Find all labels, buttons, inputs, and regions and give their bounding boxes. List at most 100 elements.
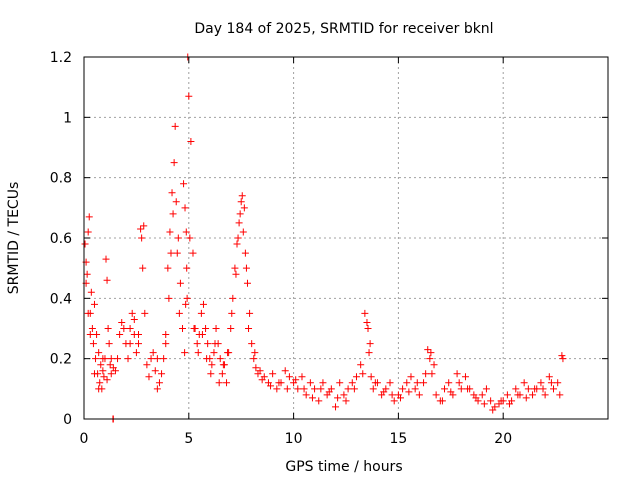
data-point <box>529 391 537 399</box>
data-point <box>83 270 91 278</box>
data-point <box>252 364 260 372</box>
data-point <box>132 349 140 357</box>
data-point <box>175 309 183 317</box>
data-point <box>461 373 469 381</box>
data-point <box>340 391 348 399</box>
data-point <box>171 122 179 130</box>
data-point <box>457 385 465 393</box>
data-point <box>388 391 396 399</box>
data-point <box>237 198 245 206</box>
data-point <box>183 264 191 272</box>
y-tick-label: 0.4 <box>50 291 72 307</box>
data-point <box>336 379 344 387</box>
data-point <box>420 379 428 387</box>
data-point <box>426 355 434 363</box>
data-point <box>103 276 111 284</box>
data-point <box>248 340 256 348</box>
data-point <box>269 370 277 378</box>
data-point <box>294 385 302 393</box>
data-point <box>87 288 95 296</box>
data-point <box>539 385 547 393</box>
data-point <box>238 192 246 200</box>
data-point <box>432 391 440 399</box>
data-point <box>100 373 108 381</box>
data-point <box>256 367 264 375</box>
data-point <box>210 349 218 357</box>
data-point <box>283 385 291 393</box>
data-point <box>173 249 181 257</box>
data-point <box>172 198 180 206</box>
data-point <box>472 394 480 402</box>
data-point <box>180 180 188 188</box>
data-point <box>541 391 549 399</box>
data-point <box>126 340 134 348</box>
data-point <box>298 373 306 381</box>
data-point <box>197 309 205 317</box>
y-tick-label: 0.8 <box>50 171 72 187</box>
data-point <box>537 379 545 387</box>
data-point <box>99 367 107 375</box>
data-point <box>447 388 455 396</box>
data-point <box>361 309 369 317</box>
data-point <box>147 355 155 363</box>
data-point <box>359 370 367 378</box>
data-point <box>140 222 148 230</box>
data-point <box>424 346 432 354</box>
data-point <box>139 264 147 272</box>
data-point <box>427 349 435 357</box>
data-point <box>487 397 495 405</box>
data-point <box>520 379 528 387</box>
data-point <box>174 234 182 242</box>
data-point <box>232 270 240 278</box>
data-point <box>166 228 174 236</box>
data-point <box>212 325 220 332</box>
data-point <box>187 137 195 145</box>
data-point <box>480 400 488 408</box>
data-point <box>545 373 553 381</box>
data-point <box>365 349 373 357</box>
data-point <box>162 340 170 348</box>
data-point <box>199 300 207 308</box>
x-tick-label: 10 <box>285 431 303 447</box>
data-point <box>84 309 92 317</box>
data-point <box>134 340 142 348</box>
data-point <box>430 361 438 369</box>
data-point <box>285 373 293 381</box>
data-point <box>170 159 178 167</box>
data-point <box>90 370 98 378</box>
data-point <box>524 385 532 393</box>
data-point <box>405 388 413 396</box>
x-tick-label: 5 <box>184 431 193 447</box>
data-point <box>164 264 172 272</box>
data-point <box>441 385 449 393</box>
data-point <box>386 379 394 387</box>
data-point <box>399 385 407 393</box>
data-point <box>102 255 110 263</box>
data-point <box>251 349 259 357</box>
data-point <box>176 279 184 287</box>
data-point <box>350 385 358 393</box>
data-point <box>512 385 520 393</box>
y-tick-label: 0 <box>63 412 72 428</box>
data-point <box>126 325 134 332</box>
data-point <box>202 325 210 332</box>
data-point <box>193 340 201 348</box>
data-point <box>413 379 421 387</box>
data-point <box>228 309 236 317</box>
data-point <box>267 382 275 390</box>
data-point <box>118 318 126 326</box>
data-point <box>190 325 198 332</box>
data-point <box>207 370 215 378</box>
data-point <box>203 355 211 363</box>
y-tick-label: 0.2 <box>50 352 72 368</box>
data-point <box>194 349 202 357</box>
data-point <box>107 355 115 363</box>
data-point <box>104 325 112 332</box>
data-point <box>204 340 212 348</box>
data-point <box>369 385 377 393</box>
data-point <box>145 373 153 381</box>
data-point <box>550 385 558 393</box>
data-point <box>380 388 388 396</box>
data-point <box>183 294 191 302</box>
